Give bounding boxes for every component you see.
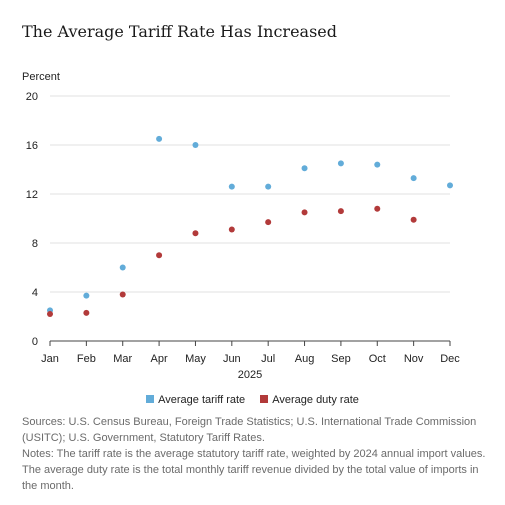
x-tick-label: Dec: [440, 353, 460, 365]
tariff-rate-point: [156, 135, 163, 142]
tariff-rate-point: [228, 183, 235, 190]
x-tick-label: Sep: [331, 353, 351, 365]
x-tick-label: Jan: [41, 353, 59, 365]
tariff-rate-point: [83, 292, 90, 299]
legend-swatch-duty: [260, 395, 269, 403]
x-tick-label: Feb: [77, 353, 96, 365]
x-tick-label: Mar: [113, 353, 132, 365]
tariff-rate-point: [119, 264, 126, 271]
duty-rate-point: [192, 230, 199, 237]
duty-rate-point: [228, 226, 235, 233]
tariff-rate-point: [447, 182, 453, 189]
legend-item-tariff: Average tariff rate: [146, 394, 245, 406]
duty-rate-point: [337, 208, 344, 215]
tariff-rate-point: [192, 142, 199, 148]
x-tick-label: Jul: [261, 353, 275, 365]
y-tick-label: 4: [32, 287, 38, 299]
y-tick-label: 16: [26, 140, 38, 152]
duty-rate-point: [265, 219, 272, 226]
tariff-rate-point: [337, 160, 344, 167]
legend-label-duty: Average duty rate: [272, 394, 359, 406]
footnotes: Sources: U.S. Census Bureau, Foreign Tra…: [22, 414, 487, 494]
duty-rate-point: [119, 291, 126, 298]
y-tick-label: 20: [26, 91, 38, 103]
x-tick-label: May: [185, 353, 206, 365]
tariff-rate-point: [374, 161, 381, 168]
legend-item-duty: Average duty rate: [260, 394, 359, 406]
scatter-chart: 0 4 8 12 16 20 Jan Feb Mar Apr May Jun Jul Aug Sep Oct N…: [26, 91, 461, 381]
notes-text: Notes: The tariff rate is the average st…: [22, 448, 486, 492]
legend-swatch-tariff: [146, 395, 155, 403]
sources-text: Sources: U.S. Census Bureau, Foreign Tra…: [22, 416, 477, 444]
y-tick-label: 0: [32, 336, 38, 348]
x-tick-label: Oct: [369, 353, 386, 365]
y-tick-label: 12: [26, 189, 38, 201]
legend: Average tariff rate Average duty rate: [0, 394, 505, 406]
tariff-rate-point: [265, 183, 272, 190]
duty-rate-point: [374, 205, 381, 212]
tariff-rate-point: [301, 165, 308, 172]
duty-rate-point: [83, 309, 90, 316]
x-tick-label: Aug: [295, 353, 315, 365]
chart-title: The Average Tariff Rate Has Increased: [22, 22, 338, 41]
duty-rate-point: [410, 216, 417, 223]
duty-rate-point: [156, 252, 163, 259]
legend-label-tariff: Average tariff rate: [158, 394, 246, 406]
tariff-rate-point: [410, 175, 417, 182]
x-tick-label: Nov: [404, 353, 424, 365]
x-tick-label: Jun: [223, 353, 241, 365]
y-axis-label: Percent: [22, 71, 60, 83]
y-tick-label: 8: [32, 238, 38, 250]
x-axis-label: 2025: [238, 369, 262, 381]
duty-rate-point: [47, 311, 53, 318]
x-tick-label: Apr: [151, 353, 168, 365]
duty-rate-point: [301, 209, 308, 216]
